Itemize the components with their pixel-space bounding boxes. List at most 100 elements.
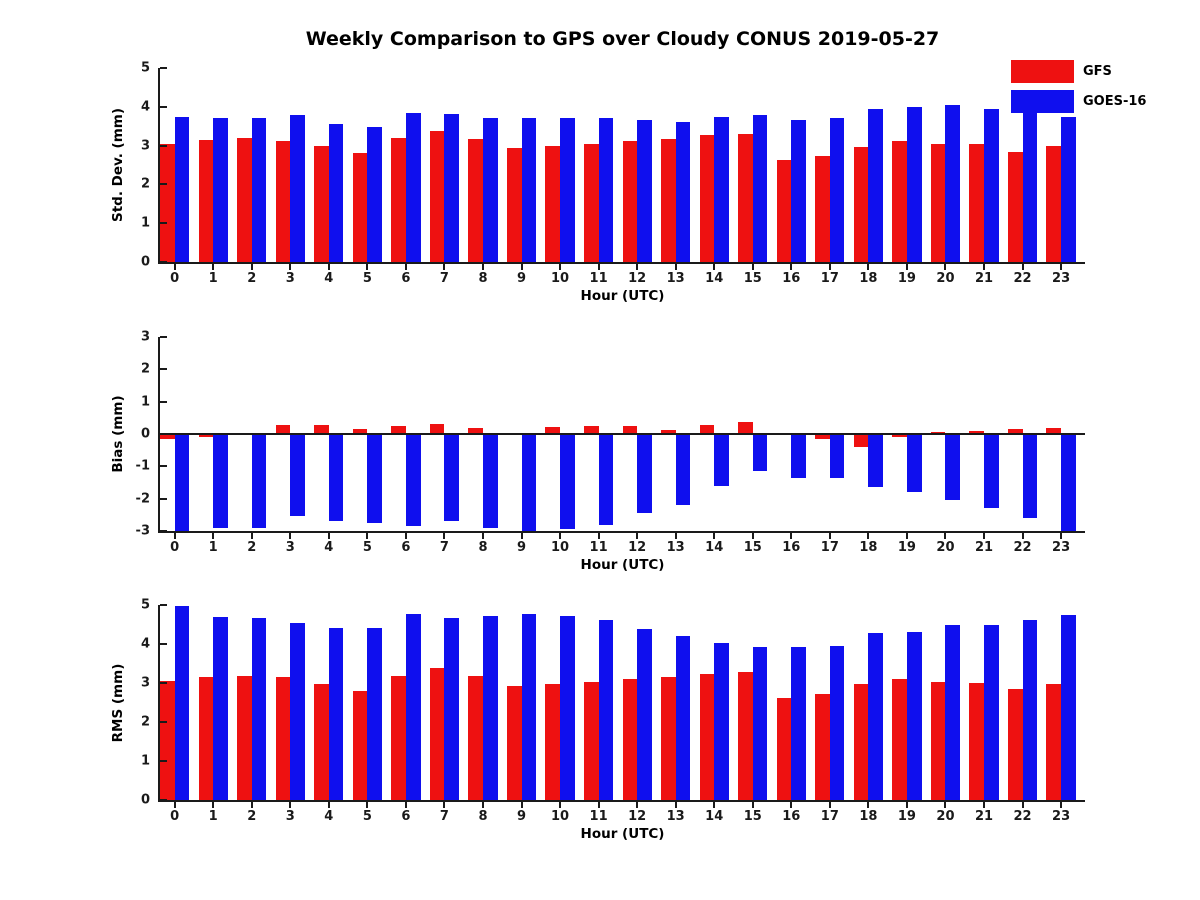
gfs-bar xyxy=(352,153,368,262)
gfs-bar xyxy=(1046,683,1062,800)
gfs-bar xyxy=(352,429,368,434)
gfs-bar xyxy=(1007,429,1023,434)
x-tick-label: 8 xyxy=(478,809,488,824)
gfs-bar xyxy=(583,143,599,262)
x-tick-label: 4 xyxy=(324,809,334,824)
x-tick-label: 12 xyxy=(628,540,647,555)
goes16-bar xyxy=(829,645,845,800)
x-axis-label: Hour (UTC) xyxy=(580,826,665,842)
goes16-bar xyxy=(213,118,228,262)
x-tick-label: 8 xyxy=(478,540,488,555)
goes16-bar xyxy=(174,434,190,531)
goes16-bar xyxy=(367,127,382,262)
gfs-bar xyxy=(314,145,329,262)
x-tick-mark xyxy=(481,264,484,270)
goes16-bar xyxy=(791,119,806,262)
y-tick-label: -1 xyxy=(135,458,150,474)
x-tick-label: 22 xyxy=(1013,809,1032,824)
x-tick-mark xyxy=(327,533,330,539)
x-tick-mark xyxy=(1021,533,1024,539)
x-tick-mark xyxy=(751,533,754,539)
goes16-bar xyxy=(1022,107,1038,262)
x-tick-label: 20 xyxy=(936,540,955,555)
goes16-bar xyxy=(1061,434,1076,531)
goes16-bar xyxy=(367,434,382,523)
goes16-bar xyxy=(1022,619,1038,800)
goes16-bar xyxy=(714,434,729,486)
gfs-bar xyxy=(699,425,715,434)
x-tick-mark xyxy=(790,533,793,539)
gfs-bar xyxy=(969,144,985,262)
gfs-bar xyxy=(1046,145,1062,262)
x-tick-label: 0 xyxy=(170,809,180,824)
x-tick-label: 3 xyxy=(285,809,295,824)
x-tick-label: 14 xyxy=(705,809,724,824)
gfs-bar xyxy=(776,160,792,262)
y-tick-mark xyxy=(160,144,167,147)
gfs-bar xyxy=(198,677,214,800)
x-tick-mark xyxy=(790,264,793,270)
goes16-bar xyxy=(714,643,729,800)
x-tick-mark xyxy=(828,264,831,270)
goes16-bar xyxy=(752,434,768,472)
x-tick-mark xyxy=(713,264,716,270)
y-tick-mark xyxy=(160,497,167,500)
gfs-bar xyxy=(391,137,406,262)
x-tick-mark xyxy=(443,533,446,539)
y-tick-label: 2 xyxy=(140,361,150,377)
x-axis-label: Hour (UTC) xyxy=(580,288,665,304)
x-tick-mark xyxy=(366,802,369,808)
x-tick-label: 20 xyxy=(936,809,955,824)
goes16-bar xyxy=(829,118,845,262)
x-tick-mark xyxy=(404,802,407,808)
gfs-bar xyxy=(583,425,599,434)
y-tick-mark xyxy=(160,721,167,723)
y-tick-mark xyxy=(160,799,167,801)
gfs-bar xyxy=(391,675,406,800)
gfs-bar xyxy=(969,431,985,434)
goes16-color-swatch xyxy=(1011,90,1074,113)
x-tick-label: 7 xyxy=(439,540,449,555)
gfs-bar xyxy=(969,683,985,800)
x-tick-label: 1 xyxy=(208,540,218,555)
x-tick-mark xyxy=(674,533,677,539)
x-axis-spine xyxy=(158,531,1085,533)
x-tick-mark xyxy=(983,264,986,270)
x-tick-label: 15 xyxy=(743,540,762,555)
y-tick-mark xyxy=(160,530,167,532)
gfs-bar xyxy=(815,693,830,800)
gfs-bar xyxy=(738,672,753,800)
goes16-bar xyxy=(1022,434,1038,519)
x-tick-label: 18 xyxy=(859,271,878,286)
y-tick-mark xyxy=(160,222,167,225)
x-tick-mark xyxy=(905,533,908,539)
x-tick-label: 23 xyxy=(1052,540,1071,555)
goes16-bar xyxy=(675,434,691,506)
gfs-bar xyxy=(468,138,483,262)
x-tick-mark xyxy=(713,802,716,808)
x-tick-label: 14 xyxy=(705,271,724,286)
gfs-bar xyxy=(545,145,561,262)
goes16-bar xyxy=(945,434,961,501)
goes16-bar xyxy=(675,636,691,800)
goes16-bar xyxy=(174,116,190,262)
y-tick-mark xyxy=(160,368,167,371)
x-tick-label: 2 xyxy=(247,271,257,286)
gfs-bar xyxy=(391,425,406,434)
x-tick-mark xyxy=(289,264,292,270)
subplot-bias: Bias (mm) 3 2 1 0 -1 -2 -3 0 1 2 3 4 5 6 7 8 9 10 11 12 13 14… xyxy=(110,330,1085,573)
x-tick-label: 2 xyxy=(247,540,257,555)
x-tick-label: 1 xyxy=(208,809,218,824)
goes16-bar xyxy=(984,108,999,262)
x-tick-mark xyxy=(481,533,484,539)
goes16-bar xyxy=(174,605,190,800)
goes16-bar xyxy=(521,118,537,262)
gfs-bar xyxy=(468,427,483,434)
x-tick-mark xyxy=(173,533,176,539)
x-tick-mark xyxy=(212,533,215,539)
x-tick-label: 16 xyxy=(782,809,801,824)
y-tick-mark xyxy=(160,336,167,338)
x-tick-label: 2 xyxy=(247,809,257,824)
x-tick-mark xyxy=(327,264,330,270)
x-tick-mark xyxy=(520,802,523,808)
